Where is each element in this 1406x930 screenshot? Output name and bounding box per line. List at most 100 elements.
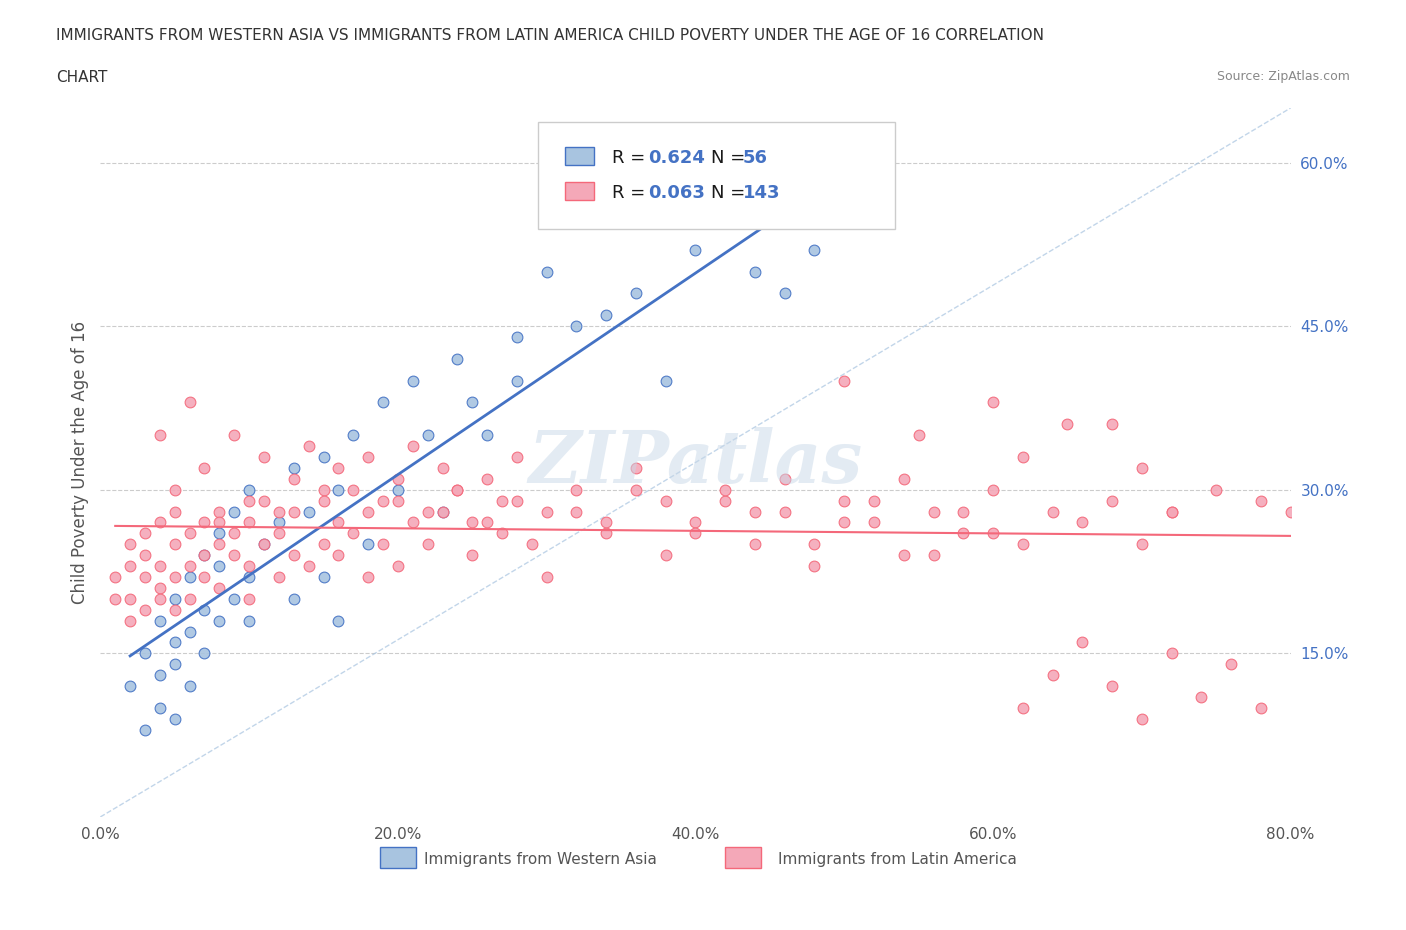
Point <box>432 460 454 475</box>
Point <box>208 515 231 530</box>
Point <box>1011 537 1033 551</box>
Point <box>224 591 246 606</box>
Point <box>387 472 409 486</box>
Point <box>624 286 647 301</box>
FancyBboxPatch shape <box>725 846 761 868</box>
Text: ZIPatlas: ZIPatlas <box>529 427 862 498</box>
Point <box>595 308 617 323</box>
Point <box>1130 537 1153 551</box>
Point <box>416 504 439 519</box>
Point <box>1101 679 1123 694</box>
Point <box>163 504 186 519</box>
Point <box>104 591 127 606</box>
Text: R =: R = <box>612 149 651 166</box>
Point <box>149 668 172 683</box>
Point <box>387 559 409 574</box>
Point <box>685 243 707 258</box>
Point <box>402 515 425 530</box>
Text: CHART: CHART <box>56 70 108 85</box>
Point <box>565 319 588 334</box>
Point <box>714 493 737 508</box>
Point <box>832 209 855 224</box>
Point <box>357 449 380 464</box>
Point <box>149 580 172 595</box>
Point <box>595 515 617 530</box>
Point <box>267 569 290 584</box>
Point <box>402 439 425 454</box>
Point <box>357 569 380 584</box>
Point <box>371 537 394 551</box>
Point <box>179 624 201 639</box>
Point <box>863 515 886 530</box>
Point <box>163 591 186 606</box>
FancyBboxPatch shape <box>565 182 595 200</box>
Point <box>193 515 215 530</box>
Point <box>342 526 364 541</box>
Point <box>283 460 305 475</box>
Point <box>981 526 1004 541</box>
Point <box>1071 515 1094 530</box>
Point <box>283 504 305 519</box>
Point <box>193 460 215 475</box>
Point <box>654 373 676 388</box>
Point <box>193 569 215 584</box>
Point <box>506 493 529 508</box>
Point <box>120 559 142 574</box>
Point <box>654 548 676 563</box>
Point <box>1160 646 1182 661</box>
Point <box>773 286 796 301</box>
Point <box>506 329 529 344</box>
Point <box>357 537 380 551</box>
Point <box>208 537 231 551</box>
Point <box>208 504 231 519</box>
Point <box>922 504 945 519</box>
Point <box>149 515 172 530</box>
Point <box>624 460 647 475</box>
Point <box>224 504 246 519</box>
Point <box>149 591 172 606</box>
Point <box>477 428 499 443</box>
Point <box>163 603 186 618</box>
Point <box>832 515 855 530</box>
Point <box>744 537 766 551</box>
Point <box>342 428 364 443</box>
Text: Immigrants from Western Asia: Immigrants from Western Asia <box>425 852 657 867</box>
Point <box>163 635 186 650</box>
Point <box>491 526 513 541</box>
Point <box>238 483 260 498</box>
Point <box>893 472 915 486</box>
Point <box>893 548 915 563</box>
Point <box>163 569 186 584</box>
Point <box>1056 417 1078 432</box>
Point <box>1250 493 1272 508</box>
Point <box>402 373 425 388</box>
Text: IMMIGRANTS FROM WESTERN ASIA VS IMMIGRANTS FROM LATIN AMERICA CHILD POVERTY UNDE: IMMIGRANTS FROM WESTERN ASIA VS IMMIGRAN… <box>56 28 1045 43</box>
Point <box>565 483 588 498</box>
Point <box>179 526 201 541</box>
Point <box>1309 483 1331 498</box>
Point <box>714 209 737 224</box>
Point <box>536 504 558 519</box>
Point <box>283 548 305 563</box>
Point <box>193 548 215 563</box>
Point <box>1011 700 1033 715</box>
Point <box>193 548 215 563</box>
Point <box>267 504 290 519</box>
Point <box>685 515 707 530</box>
Point <box>461 548 484 563</box>
Point <box>416 537 439 551</box>
Point <box>253 537 276 551</box>
Point <box>312 569 335 584</box>
Point <box>328 613 350 628</box>
Point <box>952 504 974 519</box>
Point <box>536 569 558 584</box>
Text: 0.624: 0.624 <box>648 149 704 166</box>
Point <box>134 526 156 541</box>
Point <box>1205 483 1227 498</box>
Point <box>1339 537 1361 551</box>
Point <box>134 723 156 737</box>
Point <box>1160 504 1182 519</box>
Point <box>163 483 186 498</box>
Point <box>149 700 172 715</box>
Point <box>477 515 499 530</box>
